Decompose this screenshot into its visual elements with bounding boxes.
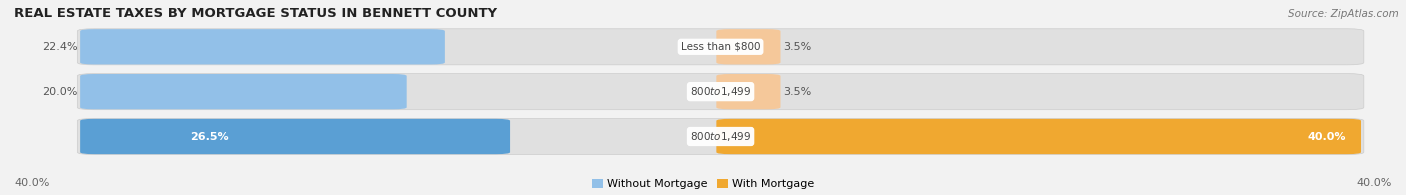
FancyBboxPatch shape (716, 119, 1361, 154)
FancyBboxPatch shape (77, 74, 1364, 110)
Text: $800 to $1,499: $800 to $1,499 (690, 130, 751, 143)
Text: 3.5%: 3.5% (783, 42, 811, 52)
FancyBboxPatch shape (80, 29, 444, 64)
Text: 22.4%: 22.4% (42, 42, 77, 52)
FancyBboxPatch shape (77, 29, 1364, 65)
Text: Less than $800: Less than $800 (681, 42, 761, 52)
FancyBboxPatch shape (77, 119, 1364, 154)
Text: 3.5%: 3.5% (783, 87, 811, 97)
Text: 26.5%: 26.5% (190, 131, 228, 142)
FancyBboxPatch shape (80, 74, 406, 109)
Text: 40.0%: 40.0% (1357, 178, 1392, 188)
Legend: Without Mortgage, With Mortgage: Without Mortgage, With Mortgage (592, 179, 814, 190)
Text: Source: ZipAtlas.com: Source: ZipAtlas.com (1288, 9, 1399, 19)
Text: $800 to $1,499: $800 to $1,499 (690, 85, 751, 98)
Text: 40.0%: 40.0% (1308, 131, 1346, 142)
FancyBboxPatch shape (80, 119, 510, 154)
FancyBboxPatch shape (716, 74, 780, 109)
FancyBboxPatch shape (716, 29, 780, 64)
Text: 20.0%: 20.0% (42, 87, 77, 97)
Text: REAL ESTATE TAXES BY MORTGAGE STATUS IN BENNETT COUNTY: REAL ESTATE TAXES BY MORTGAGE STATUS IN … (14, 7, 498, 20)
Text: 40.0%: 40.0% (14, 178, 49, 188)
